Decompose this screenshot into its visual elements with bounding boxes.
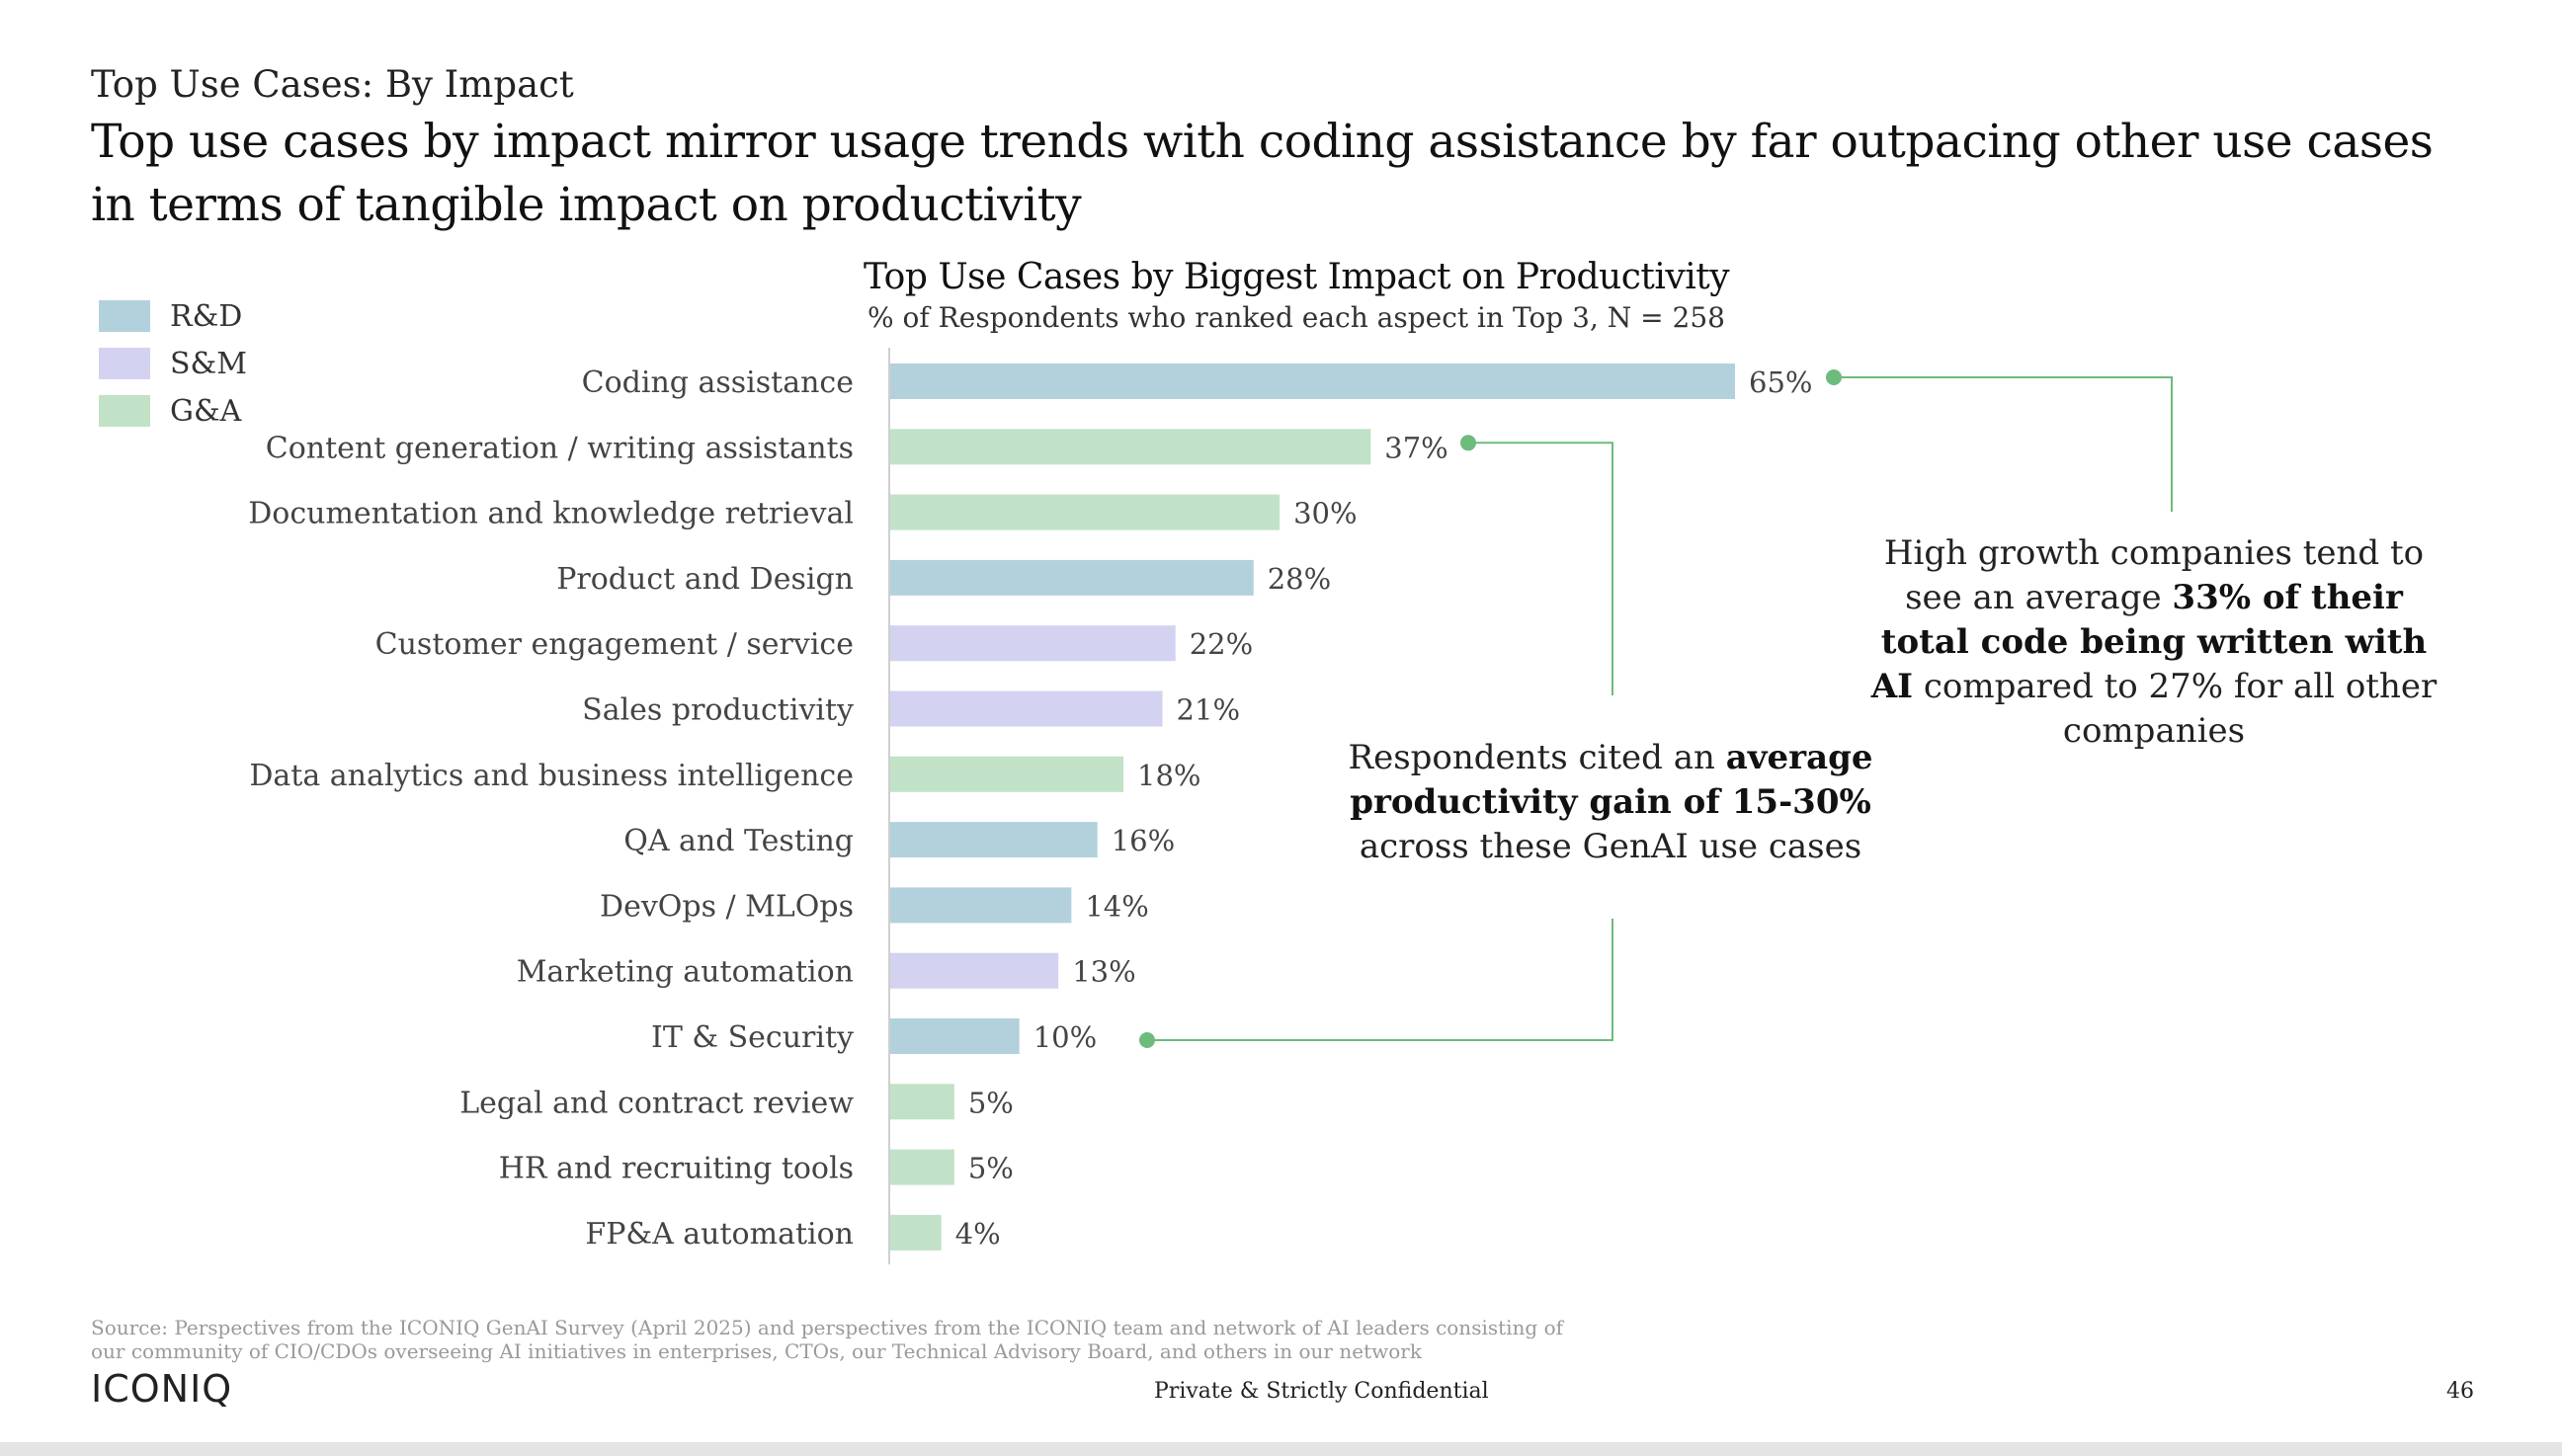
category-label: Legal and contract review [459,1086,854,1120]
callout-gain-bold: average productivity gain of 15-30% [1350,738,1873,822]
bar [889,494,1281,530]
callout-code-text-1: High growth companies tend to see an ave… [1883,533,2425,617]
callout-line-top [1468,442,1613,695]
page-number: 46 [2446,1379,2474,1404]
category-label: IT & Security [651,1020,854,1055]
chart-subtitle: % of Respondents who ranked each aspect … [868,301,1725,334]
bar [889,559,1254,596]
category-label: QA and Testing [623,824,854,858]
bar [889,756,1124,792]
bar [889,822,1098,858]
legend-label-ga: G&A [170,393,242,429]
bar [889,429,1371,465]
section-label: Top Use Cases: By Impact [91,63,574,106]
value-label: 28% [1268,562,1331,596]
bar [889,690,1163,727]
category-label: Product and Design [556,562,854,597]
category-label: Customer engagement / service [375,627,854,662]
value-label: 5% [968,1152,1014,1185]
legend-item-ga: G&A [99,387,247,435]
callout-line-coding [1834,376,2173,512]
legend-item-rd: R&D [99,292,247,340]
legend-swatch-rd [99,300,150,332]
callout-code-share: High growth companies tend to see an ave… [1858,531,2450,754]
value-label: 4% [955,1217,1001,1251]
value-label: 30% [1293,497,1357,530]
callout-productivity-gain: Respondents cited an average productivit… [1334,736,1887,869]
bar [889,1018,1020,1054]
bar [889,952,1059,989]
bar [889,625,1176,662]
value-label: 65% [1749,365,1812,399]
legend-label-rd: R&D [170,298,243,334]
chart-legend: R&D S&M G&A [99,292,247,435]
category-label: Content generation / writing assistants [266,431,854,465]
value-label: 10% [1033,1020,1097,1054]
source-note: Source: Perspectives from the ICONIQ Gen… [91,1316,1564,1363]
category-label: Documentation and knowledge retrieval [248,497,854,531]
value-label: 14% [1085,889,1148,923]
value-label: 5% [968,1086,1014,1119]
page-headline: Top use cases by impact mirror usage tre… [91,115,2434,232]
category-label: Marketing automation [517,955,854,990]
bar [889,1149,954,1185]
bar [889,1084,954,1120]
iconiq-logo: ICONIQ [91,1367,233,1411]
bar [889,364,1735,399]
category-label: FP&A automation [585,1217,854,1252]
value-label: 16% [1112,824,1175,857]
category-label: Sales productivity [582,693,854,728]
legend-swatch-ga [99,395,150,427]
category-label: Coding assistance [582,365,854,400]
callout-line-bottom [1147,919,1613,1041]
bar [889,887,1072,924]
bar [889,1214,942,1251]
callout-gain-text-2: across these GenAI use cases [1359,827,1862,866]
callout-code-bold: 33% of their total code being written wi… [1870,578,2428,706]
legend-label-sm: S&M [170,346,247,381]
category-label: DevOps / MLOps [600,889,854,924]
legend-swatch-sm [99,348,150,379]
chart-title: Top Use Cases by Biggest Impact on Produ… [863,257,1730,297]
category-label: Data analytics and business intelligence [249,759,854,793]
category-label: HR and recruiting tools [499,1152,854,1186]
bottom-border [0,1442,2562,1456]
value-label: 21% [1177,693,1240,727]
callout-code-text-2: compared to 27% for all other companies [1913,667,2438,751]
value-label: 18% [1137,759,1200,792]
value-label: 13% [1072,955,1135,989]
legend-item-sm: S&M [99,340,247,387]
confidential-note: Private & Strictly Confidential [1154,1379,1489,1404]
value-label: 22% [1190,627,1253,661]
value-label: 37% [1384,431,1447,464]
callout-gain-text-1: Respondents cited an [1348,738,1726,777]
